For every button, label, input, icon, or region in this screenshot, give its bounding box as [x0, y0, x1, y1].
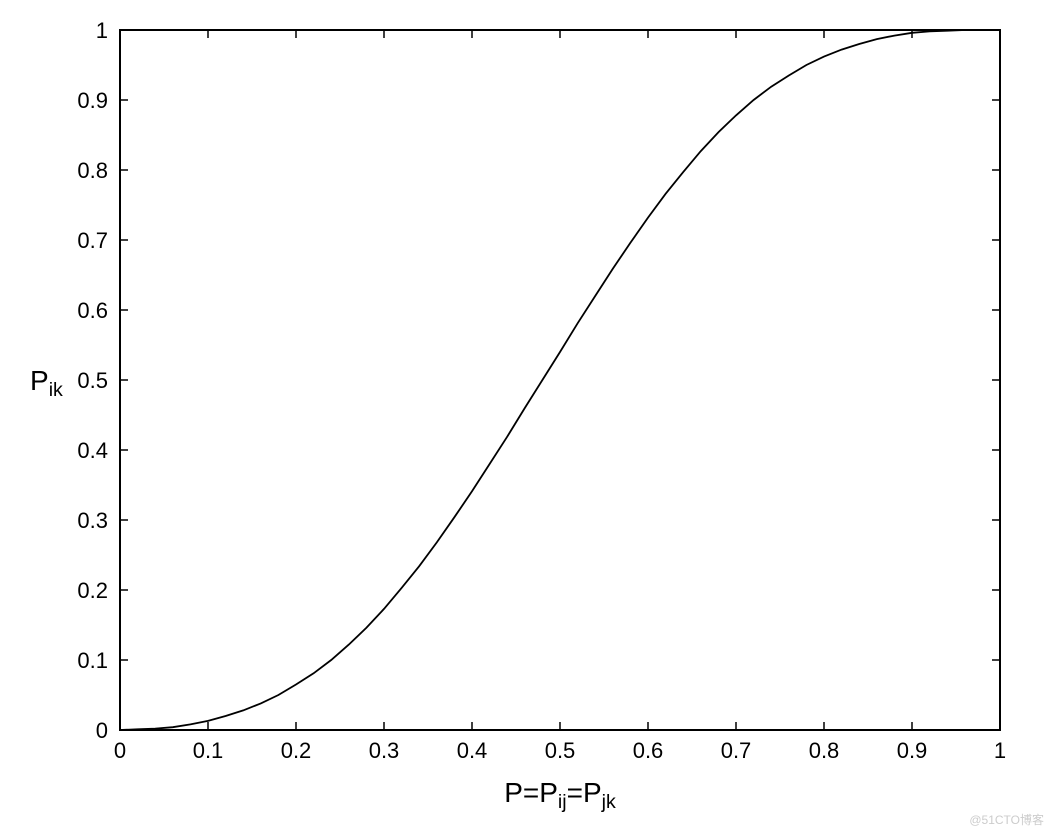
svg-text:0.4: 0.4 — [77, 438, 108, 463]
svg-text:0.1: 0.1 — [77, 648, 108, 673]
svg-text:P=Pij=Pjk: P=Pij=Pjk — [504, 777, 616, 813]
svg-text:0.2: 0.2 — [281, 738, 312, 763]
svg-text:0: 0 — [114, 738, 126, 763]
svg-text:0.4: 0.4 — [457, 738, 488, 763]
svg-text:Pik: Pik — [30, 365, 63, 401]
svg-text:0.1: 0.1 — [193, 738, 224, 763]
svg-text:0.6: 0.6 — [633, 738, 664, 763]
svg-text:0.9: 0.9 — [897, 738, 928, 763]
svg-text:0.8: 0.8 — [77, 158, 108, 183]
svg-text:0.8: 0.8 — [809, 738, 840, 763]
svg-text:1: 1 — [994, 738, 1006, 763]
svg-text:0.9: 0.9 — [77, 88, 108, 113]
svg-text:0.3: 0.3 — [77, 508, 108, 533]
svg-text:0.2: 0.2 — [77, 578, 108, 603]
svg-text:0.7: 0.7 — [721, 738, 752, 763]
svg-text:0.6: 0.6 — [77, 298, 108, 323]
line-chart: 0 0.1 0.2 0.3 0.4 0.5 0.6 0.7 0.8 0.9 1 0 0.1 0.2 0.3 0… — [0, 0, 1052, 834]
svg-text:0: 0 — [96, 718, 108, 743]
svg-text:0.5: 0.5 — [77, 368, 108, 393]
svg-text:0.3: 0.3 — [369, 738, 400, 763]
watermark: @51CTO博客 — [969, 811, 1044, 828]
chart-container: 0 0.1 0.2 0.3 0.4 0.5 0.6 0.7 0.8 0.9 1 0 0.1 0.2 0.3 0… — [0, 0, 1052, 834]
svg-text:0.5: 0.5 — [545, 738, 576, 763]
svg-text:1: 1 — [96, 18, 108, 43]
svg-text:0.7: 0.7 — [77, 228, 108, 253]
